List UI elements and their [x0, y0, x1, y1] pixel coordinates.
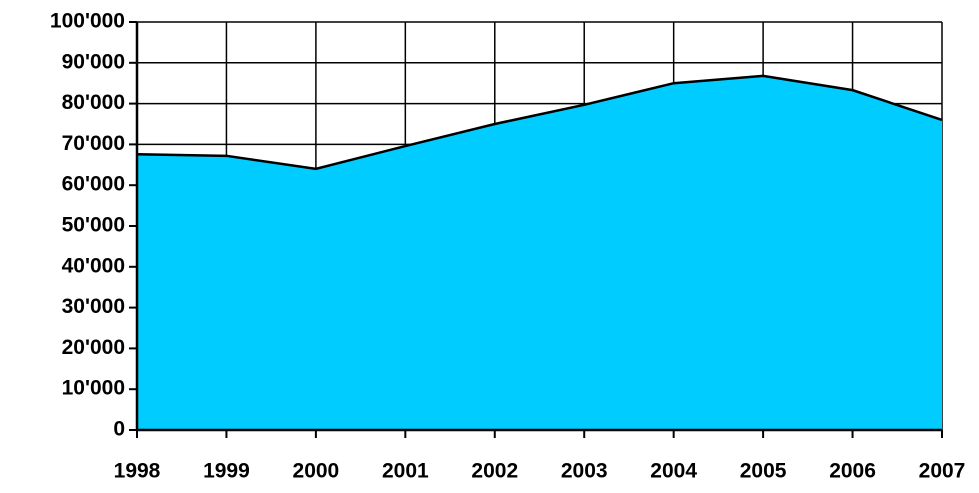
y-tick-label: 50'000	[62, 214, 125, 237]
x-tick-label: 2006	[829, 460, 876, 483]
y-tick-label: 10'000	[62, 377, 125, 400]
area-outline	[136, 74, 943, 171]
y-tick-label: 100'000	[50, 10, 125, 33]
x-tick-label: 2007	[919, 460, 966, 483]
y-tick-label: 90'000	[62, 50, 125, 73]
x-tick-label: 2003	[561, 460, 608, 483]
y-tick-label: 40'000	[62, 254, 125, 277]
x-tick-label: 1999	[203, 460, 250, 483]
x-tick-label: 2001	[382, 460, 429, 483]
x-tick-label: 2000	[293, 460, 340, 483]
x-tick-label: 2002	[471, 460, 518, 483]
y-tick-label: 0	[113, 418, 125, 441]
x-tick-label: 2004	[650, 460, 697, 483]
area	[137, 75, 942, 430]
y-tick-label: 20'000	[62, 336, 125, 359]
x-tick-label: 2005	[740, 460, 787, 483]
y-tick-label: 80'000	[62, 91, 125, 114]
y-tick-label: 70'000	[62, 132, 125, 155]
y-tick-label: 30'000	[62, 295, 125, 318]
y-tick-label: 60'000	[62, 173, 125, 196]
x-tick-label: 1998	[114, 460, 161, 483]
